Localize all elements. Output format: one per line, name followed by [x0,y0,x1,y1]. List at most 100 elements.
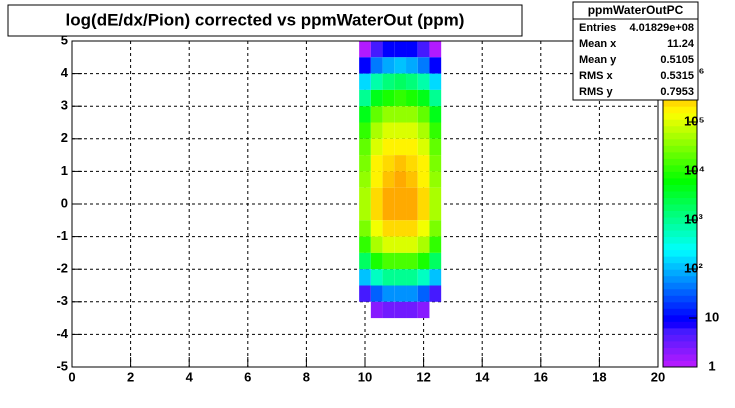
heatmap-cell [359,41,371,58]
colorbar-step [663,236,697,244]
colorbar-step [663,164,697,172]
heatmap-cell [359,57,371,74]
x-tick-label: 8 [303,369,310,384]
colorbar-step [663,230,697,238]
colorbar-step [663,151,697,159]
z-tick-label: 10³ [684,211,703,226]
heatmap-cell [359,73,371,90]
y-tick-label: -2 [56,261,68,276]
heatmap-cell [429,106,442,123]
heatmap-cell [382,155,395,172]
heatmap-cell [370,106,383,123]
colorbar-step [663,99,697,107]
heatmap-cell [429,57,442,74]
y-tick-label: -5 [56,358,68,373]
heatmap-cell [406,187,418,204]
stats-label: Mean x [579,38,617,50]
heatmap-cell [382,122,395,139]
y-tick-label: -4 [56,326,68,341]
z-tick-label: 10⁴ [684,162,705,177]
heatmap-cell [394,138,407,156]
heatmap-cell [382,301,395,319]
heatmap-cell [394,236,407,253]
heatmap-cell [359,155,371,172]
heatmap-cell [429,236,442,253]
colorbar-step [663,217,697,225]
heatmap-cell [394,285,407,302]
heatmap-cell [370,89,383,107]
colorbar-step [663,262,697,270]
heatmap-cell [417,204,430,221]
heatmap-cell [370,57,383,74]
heatmap-cell [370,204,383,221]
colorbar-step [663,138,697,146]
heatmap-cell [429,187,442,204]
heatmap-cell [406,269,418,286]
heatmap-cell [429,73,442,90]
colorbar-step [663,132,697,140]
stats-label: RMS x [579,70,614,82]
heatmap-cell [382,220,395,237]
colorbar-step [663,308,697,316]
heatmap-cell [382,106,395,123]
stats-value: 11.24 [667,38,695,50]
colorbar-step [663,334,697,342]
heatmap-cell [394,204,407,221]
colorbar-step [663,210,697,218]
heatmap-cell [394,73,407,90]
stats-label: Entries [579,22,616,34]
heatmap-cell [429,204,442,221]
heatmap-cell [406,155,418,172]
heatmap-cell [370,269,383,286]
colorbar-step [663,360,697,368]
x-tick-label: 4 [186,369,194,384]
colorbar-step [663,282,697,290]
colorbar-step [663,275,697,283]
heatmap-cell [406,236,418,253]
heatmap-cell [406,122,418,139]
heatmap-cell [394,41,407,58]
heatmap-cell [359,236,371,253]
heatmap-cell [429,220,442,237]
heatmap-cell [382,236,395,253]
heatmap-cell [406,220,418,237]
heatmap-cell [417,252,430,270]
heatmap-cell [417,106,430,123]
heatmap-cell [359,204,371,221]
heatmap-cell [359,187,371,204]
z-tick-label: 10² [684,260,703,275]
heatmap-cell [394,171,407,188]
heatmap-cell [406,301,418,319]
heatmap-cell [394,269,407,286]
heatmap-cell [382,73,395,90]
heatmap-cell [370,220,383,237]
heatmap-cell [406,138,418,156]
colorbar-step [663,256,697,264]
x-tick-label: 20 [651,369,665,384]
heatmap-cell [417,89,430,107]
x-tick-label: 10 [358,369,372,384]
colorbar-step [663,314,697,322]
heatmap-cell [370,252,383,270]
heatmap-cell [394,155,407,172]
heatmap-cell [382,285,395,302]
colorbar-step [663,223,697,231]
heatmap-cell [406,106,418,123]
z-tick-label: 10 [705,309,719,324]
colorbar-step [663,145,697,153]
z-tick-label: 1 [708,358,715,373]
heatmap-cell [359,220,371,237]
x-tick-label: 18 [592,369,606,384]
heatmap-cell [370,73,383,90]
colorbar-step [663,106,697,114]
y-tick-label: -1 [56,228,68,243]
heatmap-cell [406,204,418,221]
colorbar-step [663,125,697,133]
stats-value: 0.5315 [660,70,694,82]
heatmap-cell [417,122,430,139]
heatmap-cell [417,138,430,156]
heatmap-cell [417,285,430,302]
chart-title: log(dE/dx/Pion) corrected vs ppmWaterOut… [66,10,465,29]
heatmap-cell [382,187,395,204]
